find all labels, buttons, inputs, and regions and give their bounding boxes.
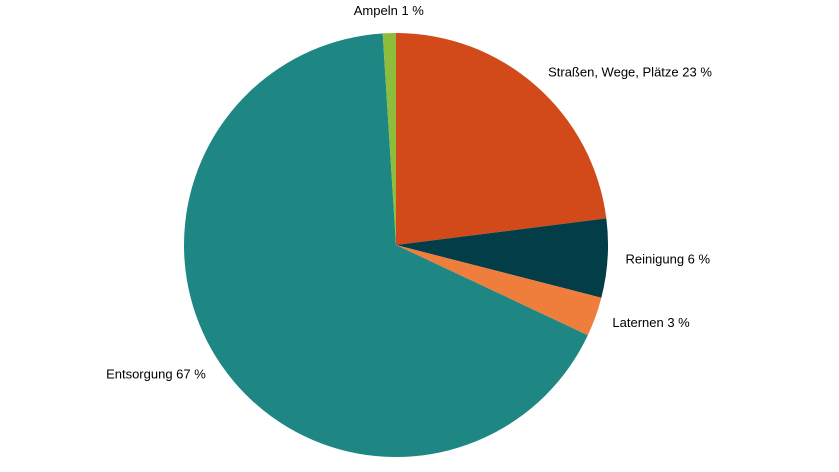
pie-label-ampeln: Ampeln 1 % [354,3,425,18]
pie-label-reinigung: Reinigung 6 % [626,251,711,266]
pie-labels: Straßen, Wege, Plätze 23 % Reinigung 6 % L… [106,3,712,381]
pie-slice-laternen [396,245,602,336]
pie-label-laternen: Laternen 3 % [612,315,690,330]
pie-label-straßen-wege-plätze: Straßen, Wege, Plätze 23 % [548,65,712,80]
pie-slice-straßen-wege-plätze [396,33,607,245]
pie-slice-reinigung [396,218,609,298]
pie-slice-entsorgung [183,33,588,458]
pie-slices [183,33,609,458]
pie-label-entsorgung: Entsorgung 67 % [106,366,206,381]
pie-slice-ampeln [382,33,396,245]
